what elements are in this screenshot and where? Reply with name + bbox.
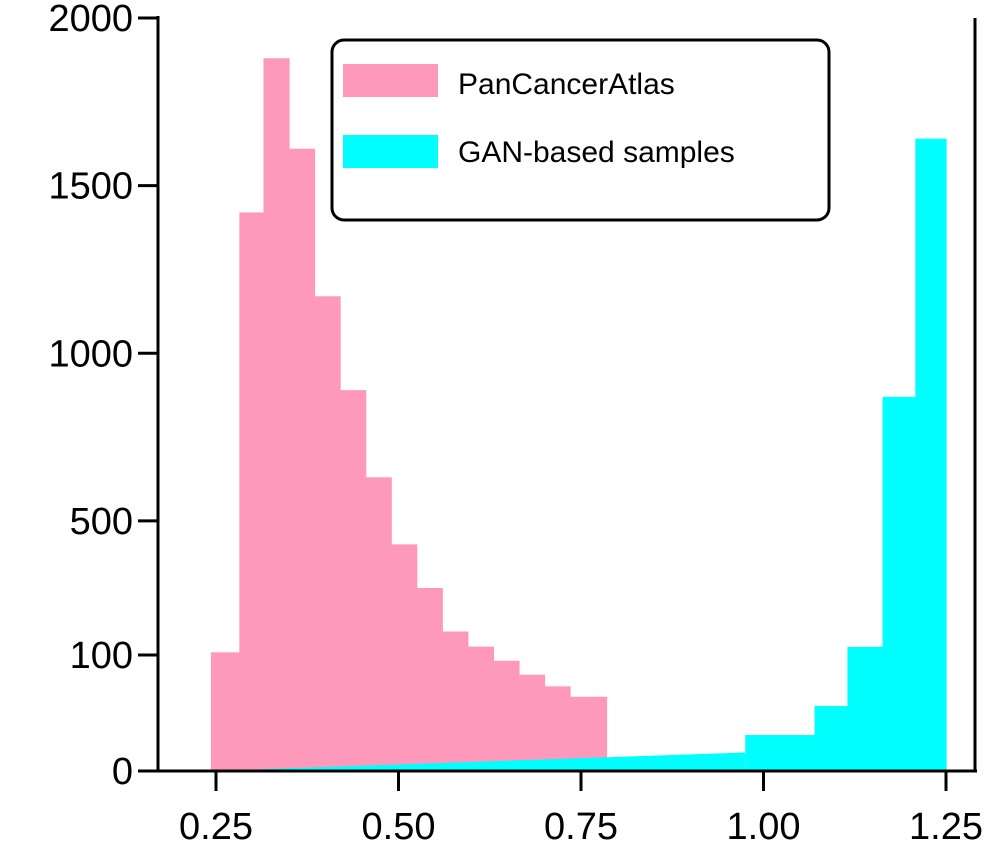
y-tick-label: 500 <box>70 501 133 543</box>
histogram-bin <box>745 735 816 771</box>
series-gan-based-samples <box>210 138 947 772</box>
histogram-bin <box>391 544 418 771</box>
histogram-bin <box>544 686 571 771</box>
series-layer <box>210 58 947 772</box>
y-tick-label: 100 <box>70 635 133 677</box>
legend-swatch-gan-based-samples <box>343 135 438 168</box>
x-tick-label: 0.50 <box>362 806 436 846</box>
histogram-bin <box>210 752 746 771</box>
histogram-bin <box>314 296 341 771</box>
y-tick-label: 0 <box>112 751 133 793</box>
series-pancanceratlas <box>210 58 608 772</box>
axes-layer: 0 100 500 1000 1500 2000 0.25 0.50 0.75 1.00 1.25 <box>48 0 983 846</box>
histogram-bin <box>340 390 367 771</box>
legend-swatch-pancanceratlas <box>343 64 438 97</box>
histogram-bin <box>442 631 469 771</box>
y-tick-label: 1000 <box>48 333 133 375</box>
histogram-bin <box>915 138 947 772</box>
legend-label-pancanceratlas: PanCancerAtlas <box>458 68 675 101</box>
histogram-bin <box>416 587 443 771</box>
x-tick-label: 1.25 <box>909 806 983 846</box>
histogram-bin <box>518 674 546 771</box>
histogram-bin <box>289 148 316 771</box>
x-tick-label: 0.75 <box>544 806 618 846</box>
histogram-bin <box>467 646 494 771</box>
histogram-bin <box>239 212 265 771</box>
legend: PanCancerAtlas GAN-based samples <box>330 38 831 222</box>
legend-box <box>330 38 831 222</box>
histogram-bin <box>882 396 916 771</box>
legend-label-gan-based-samples: GAN-based samples <box>458 136 735 169</box>
x-tick-label: 1.00 <box>727 806 801 846</box>
histogram-bin <box>847 646 884 771</box>
histogram-bin <box>263 58 290 772</box>
histogram-bin <box>493 660 520 771</box>
histogram-bin <box>365 477 392 771</box>
y-tick-label: 2000 <box>48 0 133 40</box>
y-tick-label: 1500 <box>48 166 133 208</box>
histogram-bin <box>814 706 849 771</box>
histogram-bin <box>210 652 240 771</box>
x-tick-label: 0.25 <box>179 806 253 846</box>
